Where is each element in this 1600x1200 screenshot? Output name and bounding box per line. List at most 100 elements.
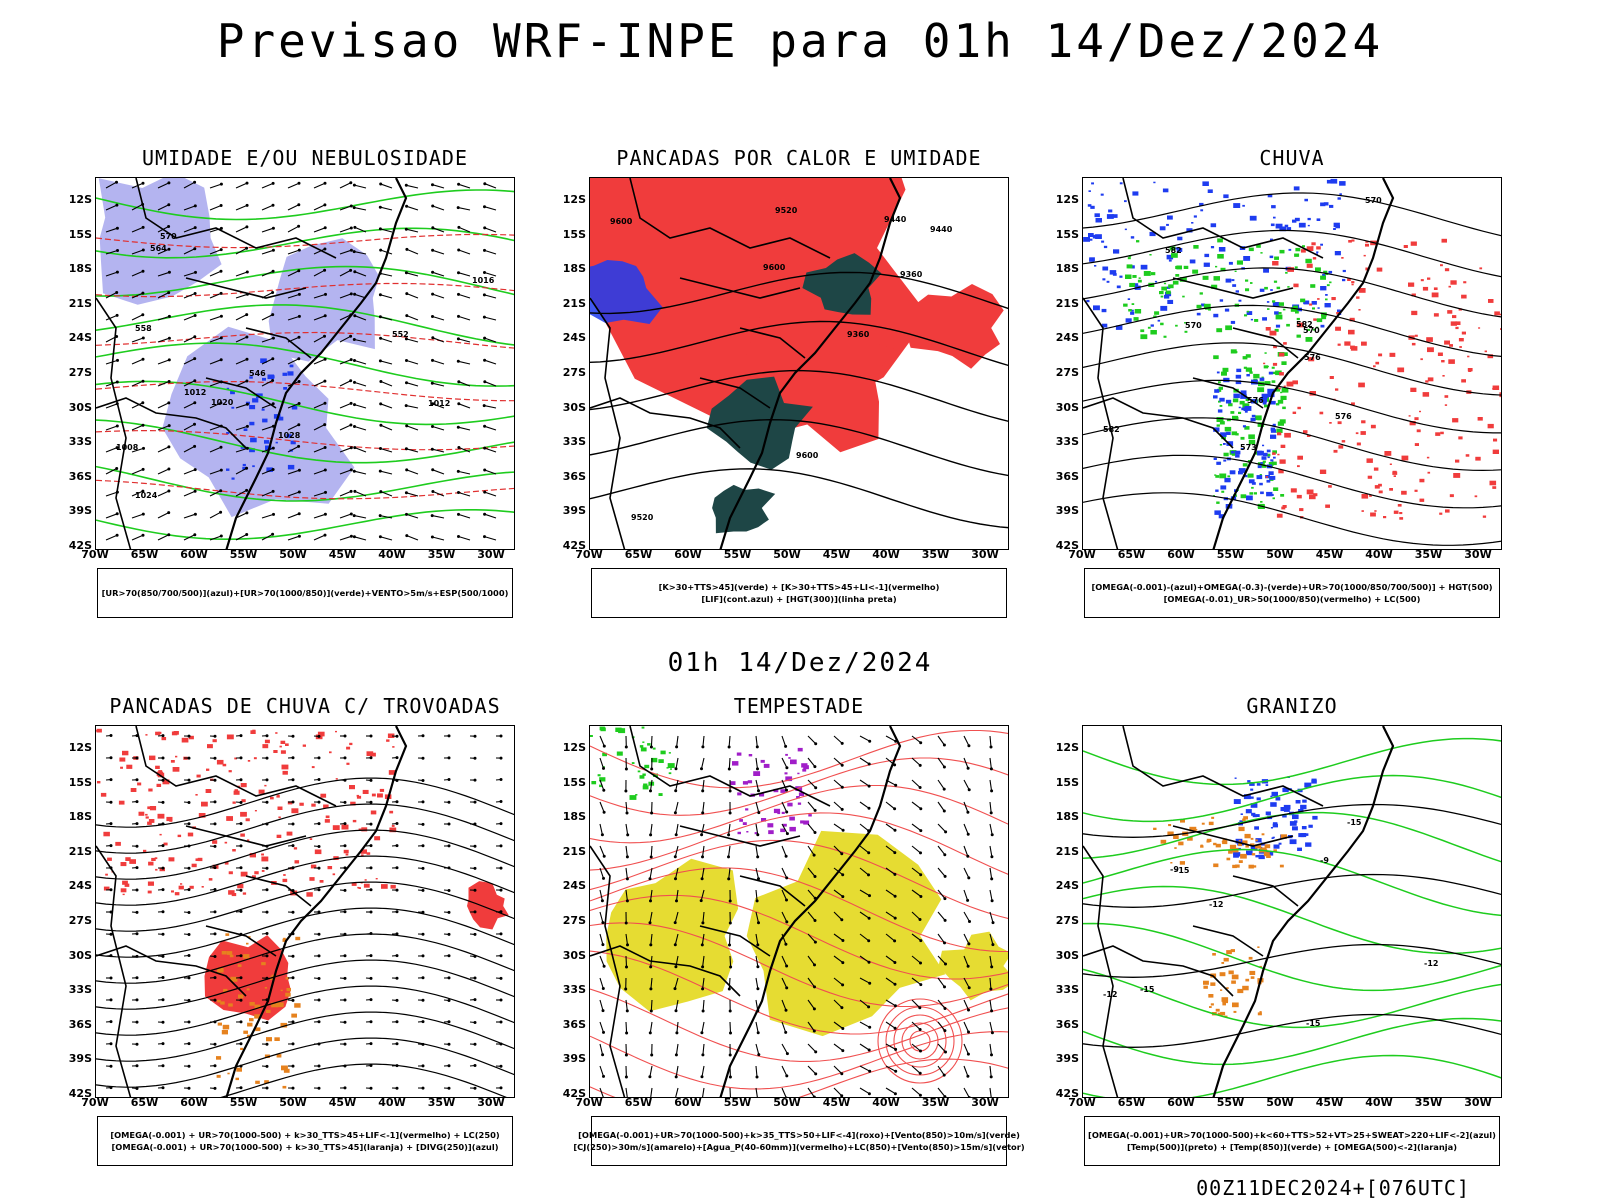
legend-line: [OMEGA(-0.01)_UR>50(1000/850)(vermelho) … (1163, 594, 1421, 604)
lon-tick-label: 70W (575, 548, 603, 561)
lon-tick-label: 50W (1266, 1096, 1294, 1109)
streamline (96, 855, 514, 906)
country-borders (96, 178, 337, 449)
contour-label: -12 (1209, 900, 1223, 909)
lon-tick-label: 50W (773, 548, 801, 561)
contour-label: 582 (1103, 425, 1120, 434)
streamline (96, 803, 514, 854)
contour-label: -15 (1140, 985, 1155, 994)
lat-tick-label: 21S (68, 296, 92, 310)
purple-storm-area (730, 747, 812, 835)
lat-tick-label: 18S (68, 262, 92, 276)
lon-tick-label: 30W (1464, 1096, 1492, 1109)
temp500-contour (1083, 873, 1501, 908)
country-borders (1083, 726, 1324, 997)
lat-tick-label: 33S (562, 435, 586, 449)
lat-tick-label: 18S (1055, 810, 1079, 824)
andes-border (590, 297, 626, 549)
wind-vectors (599, 735, 995, 1097)
streamline (96, 985, 514, 1036)
green-humidity-contour (96, 380, 514, 426)
yellow-jet-area (606, 858, 739, 1012)
lat-tick-label: 24S (1055, 331, 1079, 345)
temp850-contour (1083, 1017, 1501, 1066)
contour-label: 576 (1335, 412, 1352, 421)
contour-label: 9360 (847, 330, 870, 339)
legend-line: [OMEGA(-0.001)+UR>70(1000-500)+k>35_TTS>… (578, 1130, 1020, 1140)
contour-label: -12 (1103, 990, 1117, 999)
thickness-contour (96, 381, 514, 402)
map-chuva: 582 582 582 576 576 576 573 570 570 570 (1082, 177, 1502, 550)
lat-tick-label: 15S (1055, 775, 1079, 789)
streamline-arrows (105, 734, 503, 1090)
lon-tick-label: 70W (81, 1096, 109, 1109)
temp850-contour (1083, 774, 1501, 823)
red-thunder-area (204, 935, 291, 1021)
lat-tick-label: 39S (562, 504, 586, 518)
hgt500-contour (1083, 379, 1501, 434)
lon-tick-label: 65W (1117, 548, 1146, 561)
coastline (225, 178, 408, 549)
lat-tick-label: 12S (562, 193, 586, 206)
lon-tick-label: 40W (872, 548, 900, 561)
lat-tick-label: 21S (68, 844, 92, 858)
lat-tick-label: 30S (68, 400, 92, 414)
lat-tick-label: 18S (1055, 262, 1079, 276)
lon-tick-label: 50W (1266, 548, 1294, 561)
country-borders (1083, 178, 1324, 449)
lat-tick-label: 18S (68, 810, 92, 824)
lat-tick-label: 21S (562, 844, 586, 858)
hgt300-contour (590, 320, 1008, 367)
country-borders (590, 726, 831, 997)
lon-tick-label: 35W (921, 548, 950, 561)
lat-tick-label: 12S (68, 741, 92, 754)
lon-tick-label: 35W (1414, 1096, 1443, 1109)
contour-label: 1024 (135, 491, 158, 500)
panel-title-chuva: CHUVA (1259, 146, 1325, 170)
legend-line: [Temp(500)](preto) + [Temp(850)](verde) … (1126, 1142, 1458, 1152)
legend-umidade: [UR>70(850/700/500)](azul)+[UR>70(1000/8… (97, 568, 513, 618)
lon-tick-label: 70W (81, 548, 109, 561)
panel-title-pancadas-calor: PANCADAS POR CALOR E UMIDADE (616, 146, 982, 170)
legend-granizo: [OMEGA(-0.001)+UR>70(1000-500)+k<60+TTS>… (1084, 1116, 1500, 1166)
lat-tick-label: 39S (1055, 504, 1079, 518)
lon-tick-label: 45W (1315, 1096, 1344, 1109)
low-pressure-ring (893, 1014, 947, 1068)
hgt500-contour (1083, 454, 1501, 509)
lat-tick-label: 42S (1055, 539, 1079, 552)
andes-border (96, 297, 132, 549)
thickness-contour (96, 479, 514, 500)
lc850-streamline (590, 950, 1008, 1035)
lon-tick-label: 35W (427, 1096, 456, 1109)
lat-tick-label: 24S (68, 879, 92, 893)
red-thunder-area (467, 881, 509, 930)
lat-tick-label: 39S (68, 1052, 92, 1066)
yellow-jet-area (938, 931, 1008, 1001)
lon-tick-label: 35W (1414, 548, 1443, 561)
teal-unstable-area (712, 484, 776, 534)
lat-tick-label: 30S (1055, 400, 1079, 414)
temp850-contour (1083, 737, 1501, 786)
lon-tick-label: 65W (624, 548, 653, 561)
lon-tick-label: 45W (822, 548, 851, 561)
temp500-contour (1083, 943, 1501, 978)
contour-label: 1020 (211, 398, 234, 407)
hgt300-contour (590, 418, 1008, 477)
lc850-streamline (590, 1058, 1008, 1097)
contour-label: 570 (1303, 326, 1320, 335)
lat-tick-label: 42S (562, 1087, 586, 1100)
green-humidity-contour (96, 304, 514, 346)
country-borders (96, 726, 337, 997)
streamline (96, 829, 514, 880)
teal-unstable-area (706, 376, 813, 470)
lon-tick-label: 60W (180, 1096, 208, 1109)
legend-line: [UR>70(850/700/500)](azul)+[UR>70(1000/8… (101, 588, 509, 598)
low-pressure-ring (909, 1030, 931, 1052)
contour-label: 9360 (900, 270, 923, 279)
map-tempestade (589, 725, 1009, 1098)
legend-line: [LIF](cont.azul) + [HGT(300)](linha pret… (701, 594, 897, 604)
lat-tick-label: 18S (562, 810, 586, 824)
lon-tick-label: 65W (130, 1096, 159, 1109)
lat-tick-label: 27S (562, 914, 586, 927)
lon-tick-label: 45W (328, 1096, 357, 1109)
